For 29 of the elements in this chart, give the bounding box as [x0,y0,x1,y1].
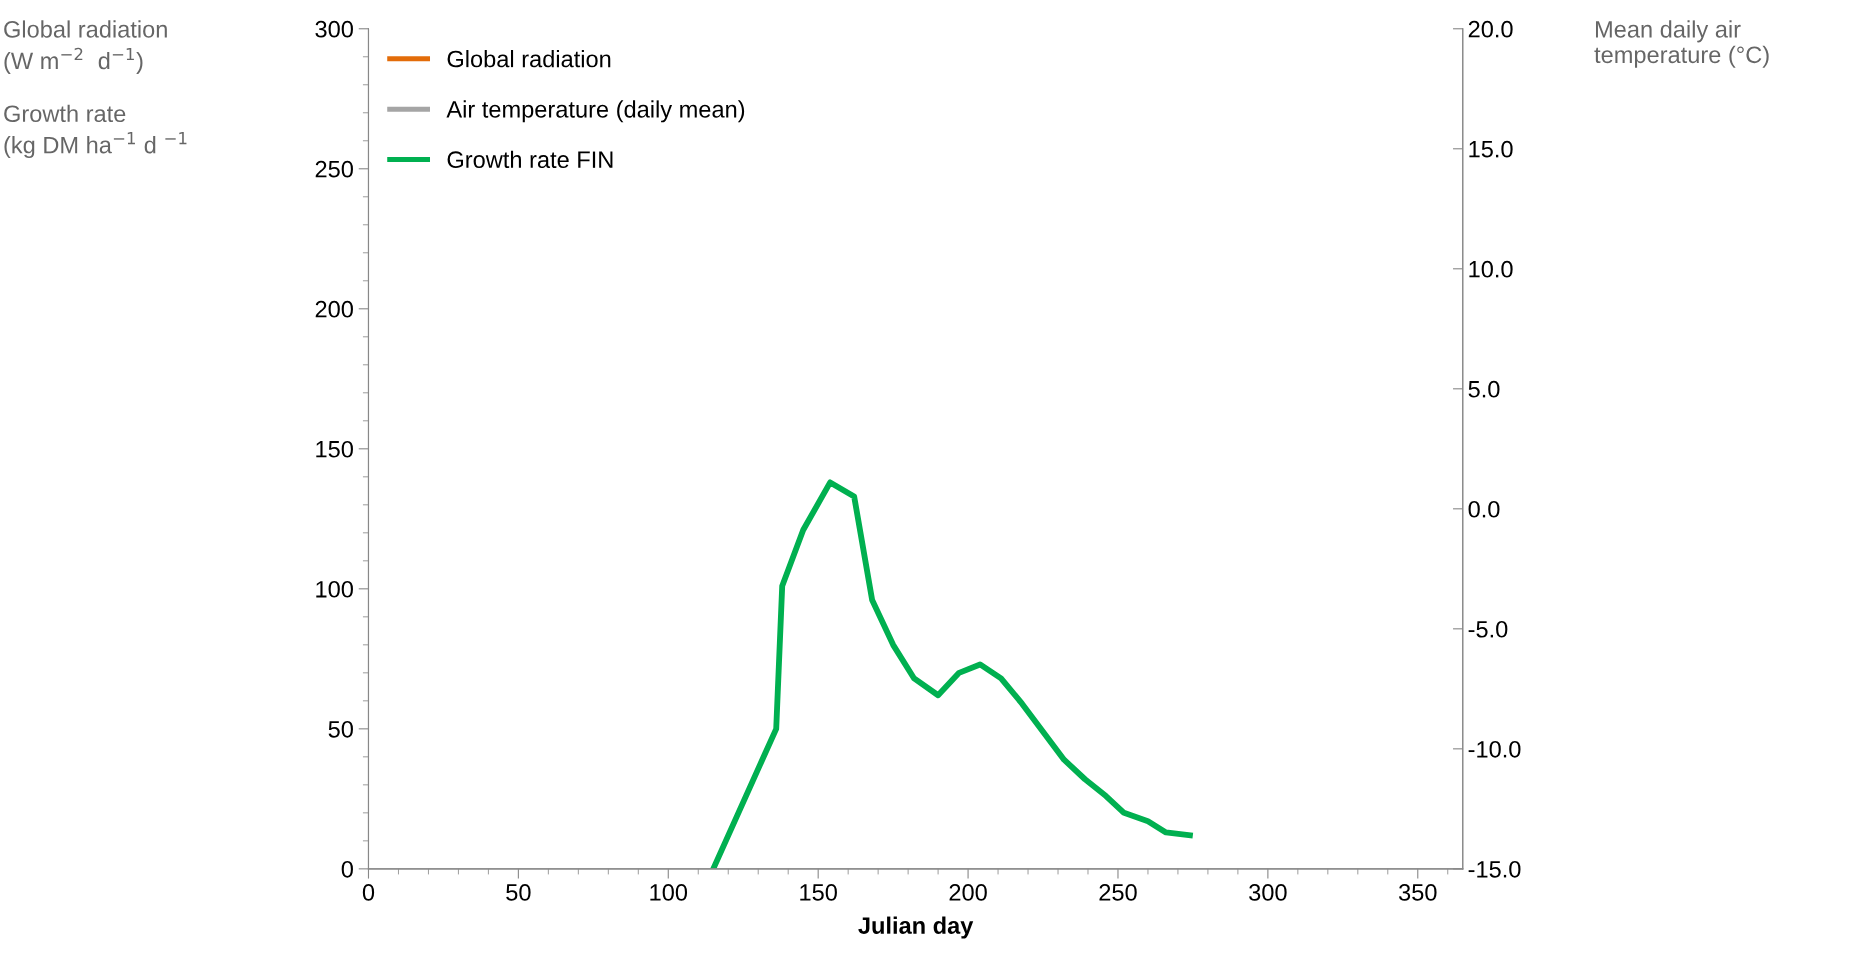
y2-tick-label: 20.0 [1468,20,1513,38]
x-tick-label: 350 [1398,884,1437,901]
y2-tick-label: 10.0 [1469,260,1513,278]
y2-tick-label: -15.0 [1468,860,1521,878]
x-axis-title: Julian day [858,916,974,939]
x-tick-label: 250 [1099,884,1137,901]
y2-tick-label: -5.0 [1468,620,1508,638]
y-tick-label: 100 [316,580,353,598]
text: Global radiation (W m$^{−2}$ d$^{−1}$) Growth rate (kg DM ha$^{−1}$ d $^{−1}$ [4,20,187,159]
y-tick-label: 0 [341,860,353,878]
x-tick-label: 150 [800,884,837,901]
x-tick-label: 50 [506,884,531,901]
legend-label: Air temperature (daily mean) [446,100,745,123]
y-tick-label: 50 [328,720,353,738]
x-tick-label: 300 [1249,884,1287,901]
y-tick-label: 200 [315,300,353,318]
x-tick-label: 100 [650,884,688,901]
x-tick-label: 200 [949,884,987,901]
y2-tick-label: 15.0 [1469,140,1513,158]
y2-tick-label: 0.0 [1468,500,1500,518]
legend-label: Growth rate FIN [447,150,613,169]
y-tick-label: 300 [315,20,353,38]
y2-tick-label: -10.0 [1468,740,1521,758]
legend-label: Global radiation [447,50,611,68]
x-tick-label: 0 [362,884,375,901]
y-tick-label: 150 [316,440,353,458]
y-tick-label: 250 [315,160,353,178]
y2-axis-title: Mean daily air temperature (°C) [1594,20,1769,68]
y2-tick-label: 5.0 [1468,380,1500,398]
